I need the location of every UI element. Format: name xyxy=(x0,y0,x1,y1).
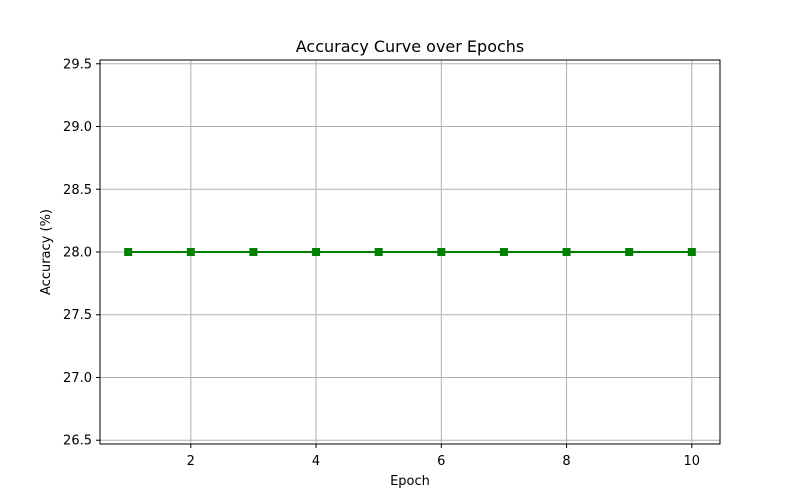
data-point-marker xyxy=(374,248,383,256)
x-tick-label: 2 xyxy=(187,454,195,469)
x-tick-label: 4 xyxy=(312,454,320,469)
y-tick-label: 26.5 xyxy=(63,434,92,449)
series-layer xyxy=(124,248,696,256)
data-point-marker xyxy=(312,248,321,256)
x-tick-label: 10 xyxy=(684,454,701,469)
axis-ticks: 2 4 6 8 10 26.5 27.0 27.5 28.0 28.5 29.0 29.5 xyxy=(63,57,700,469)
y-axis-label: Accuracy (%) xyxy=(39,209,54,295)
y-tick-label: 29.5 xyxy=(63,57,92,72)
x-tick-label: 8 xyxy=(562,454,570,469)
chart-title: Accuracy Curve over Epochs xyxy=(296,37,525,56)
data-point-marker xyxy=(437,248,446,256)
data-point-marker xyxy=(499,248,508,256)
y-tick-label: 27.5 xyxy=(63,308,92,323)
y-tick-label: 28.5 xyxy=(63,183,92,198)
data-point-marker xyxy=(562,248,571,256)
y-tick-label: 27.0 xyxy=(63,371,92,386)
y-tick-label: 29.0 xyxy=(63,120,92,135)
data-point-marker xyxy=(124,248,133,256)
data-point-marker xyxy=(687,248,696,256)
data-point-marker xyxy=(625,248,634,256)
data-point-marker xyxy=(186,248,195,256)
data-point-marker xyxy=(249,248,258,256)
y-tick-label: 28.0 xyxy=(63,246,92,261)
x-axis-label: Epoch xyxy=(390,474,430,489)
x-tick-label: 6 xyxy=(437,454,445,469)
